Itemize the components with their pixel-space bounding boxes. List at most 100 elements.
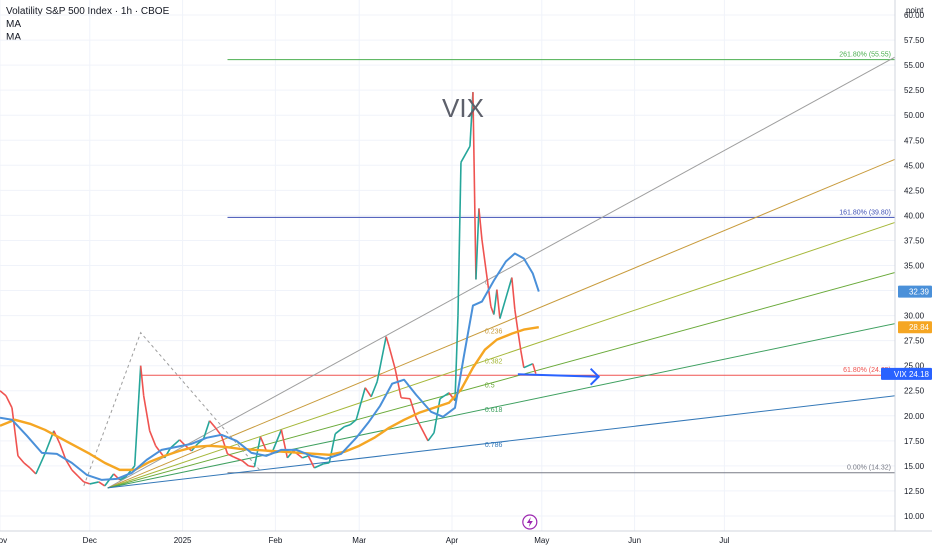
y-tick-label: 15.00	[904, 462, 925, 471]
y-tick-label: 17.50	[904, 437, 925, 446]
price-segment	[202, 420, 211, 440]
fib-fan-label: 0.236	[485, 328, 503, 335]
fib-fan-line	[107, 395, 896, 489]
fib-fan-line	[107, 272, 896, 489]
last-value-tag: 28.84	[898, 321, 932, 334]
price-segment	[520, 350, 525, 368]
price-segment	[439, 392, 450, 400]
fib-fan-label: 0.786	[485, 442, 503, 449]
y-tick-label: 40.00	[904, 211, 925, 220]
price-segment	[35, 453, 46, 475]
y-tick-label: 25.00	[904, 362, 925, 371]
price-segment	[415, 417, 429, 442]
ma-fast-line	[0, 252, 540, 481]
price-segment	[71, 469, 79, 477]
last-value-text: 28.84	[909, 323, 930, 332]
y-tick-label: 60.00	[904, 11, 925, 20]
price-segment	[148, 430, 157, 447]
fib-fan-line	[107, 158, 896, 489]
y-tick-label: 22.50	[904, 387, 925, 396]
price-segment	[170, 439, 181, 449]
y-tick-label: 12.50	[904, 487, 925, 496]
price-segment	[457, 162, 462, 316]
price-segment	[349, 419, 357, 426]
price-segment	[448, 392, 456, 402]
price-axis-panel	[895, 0, 932, 550]
x-tick-label: Mar	[352, 536, 366, 545]
x-tick-label: 2025	[174, 536, 192, 545]
y-tick-label: 27.50	[904, 337, 925, 346]
lightning-icon	[526, 517, 533, 527]
price-segment	[0, 390, 7, 397]
x-tick-label: Jun	[628, 536, 641, 545]
price-segment	[493, 289, 498, 315]
last-value-background	[898, 321, 932, 334]
legend-ma-fast[interactable]: MA	[6, 19, 21, 30]
y-tick-label: 10.00	[904, 512, 925, 521]
price-segment	[514, 309, 519, 331]
price-segment	[517, 330, 522, 351]
price-segment	[364, 387, 372, 398]
y-tick-label: 30.00	[904, 312, 925, 321]
price-segment	[481, 239, 492, 307]
chart-title: Volatility S&P 500 Index · 1h · CBOE	[6, 6, 170, 17]
y-tick-label: 20.00	[904, 412, 925, 421]
y-tick-label: 42.50	[904, 186, 925, 195]
price-segment	[280, 429, 289, 459]
chart-legend: Volatility S&P 500 Index · 1h · CBOE MA …	[6, 5, 169, 44]
y-tick-label: 35.00	[904, 262, 925, 271]
x-tick-label: Jul	[719, 536, 729, 545]
fib-retracement-label: 61.80% (24.05)	[843, 367, 891, 374]
y-tick-label: 47.50	[904, 136, 925, 145]
price-segment	[89, 481, 99, 485]
price-segment	[65, 459, 73, 471]
price-segment	[460, 145, 471, 163]
price-segment	[253, 436, 262, 468]
x-tick-label: May	[534, 536, 549, 545]
price-segment	[83, 481, 91, 485]
y-tick-label: 52.50	[904, 86, 925, 95]
price-segment	[17, 455, 25, 464]
legend-ma-slow[interactable]: MA	[6, 32, 21, 43]
price-segment	[133, 365, 142, 466]
price-segment	[388, 346, 396, 369]
price-segment	[334, 426, 345, 435]
price-segment	[5, 395, 13, 409]
price-segment	[139, 365, 145, 396]
price-segment	[208, 420, 217, 429]
price-segment	[313, 463, 324, 469]
price-segment	[370, 381, 378, 398]
forecast-arrow-shaft	[517, 373, 599, 378]
fan-zigzag-line	[83, 331, 261, 487]
price-segment	[98, 481, 106, 487]
ma-slow-line	[0, 326, 539, 472]
price-segment	[472, 92, 477, 280]
price-segment	[271, 429, 283, 453]
price-segment	[77, 475, 85, 483]
price-segment	[23, 462, 31, 469]
forecast-arrow-head	[589, 368, 601, 386]
price-segment	[376, 336, 387, 382]
price-segment	[220, 435, 229, 455]
price-segment	[511, 277, 516, 310]
price-segment	[394, 368, 402, 398]
last-value-tag: VIX 24.18	[881, 367, 932, 380]
x-tick-label: Nov	[0, 536, 7, 545]
price-segment	[142, 395, 151, 431]
price-segment	[248, 465, 255, 468]
vix-annotation: VIX	[442, 93, 484, 123]
price-segment	[233, 456, 243, 462]
price-segment	[523, 362, 534, 369]
x-tick-label: Apr	[446, 536, 459, 545]
price-segment	[496, 289, 501, 319]
y-tick-label: 55.00	[904, 61, 925, 70]
price-segment	[119, 476, 127, 481]
price-segment	[532, 363, 537, 374]
price-segment	[302, 455, 309, 459]
price-segment	[401, 396, 411, 400]
price-segment	[427, 432, 435, 442]
price-segment	[227, 453, 234, 458]
price-segment	[29, 467, 37, 475]
price-segment	[259, 436, 268, 452]
